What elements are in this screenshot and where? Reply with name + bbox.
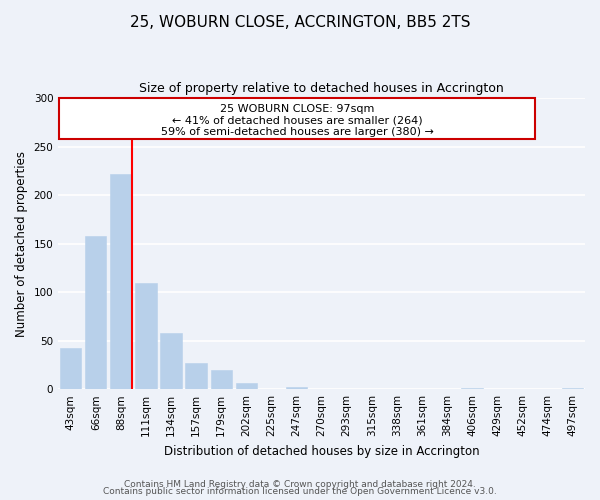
Text: 25 WOBURN CLOSE: 97sqm: 25 WOBURN CLOSE: 97sqm — [220, 104, 374, 114]
Title: Size of property relative to detached houses in Accrington: Size of property relative to detached ho… — [139, 82, 504, 96]
Bar — [286, 387, 307, 389]
Bar — [562, 388, 583, 389]
Bar — [136, 284, 157, 389]
Text: Contains public sector information licensed under the Open Government Licence v3: Contains public sector information licen… — [103, 488, 497, 496]
Bar — [85, 236, 106, 389]
Bar — [236, 384, 257, 389]
Text: 25, WOBURN CLOSE, ACCRINGTON, BB5 2TS: 25, WOBURN CLOSE, ACCRINGTON, BB5 2TS — [130, 15, 470, 30]
Text: Contains HM Land Registry data © Crown copyright and database right 2024.: Contains HM Land Registry data © Crown c… — [124, 480, 476, 489]
Bar — [185, 363, 207, 389]
Bar — [110, 174, 131, 389]
Text: 59% of semi-detached houses are larger (380) →: 59% of semi-detached houses are larger (… — [161, 127, 434, 137]
Text: ← 41% of detached houses are smaller (264): ← 41% of detached houses are smaller (26… — [172, 116, 422, 126]
Bar — [60, 348, 82, 389]
Bar — [211, 370, 232, 389]
X-axis label: Distribution of detached houses by size in Accrington: Distribution of detached houses by size … — [164, 444, 479, 458]
FancyBboxPatch shape — [59, 98, 535, 139]
Y-axis label: Number of detached properties: Number of detached properties — [15, 150, 28, 336]
Bar — [461, 388, 483, 389]
Bar — [160, 333, 182, 389]
